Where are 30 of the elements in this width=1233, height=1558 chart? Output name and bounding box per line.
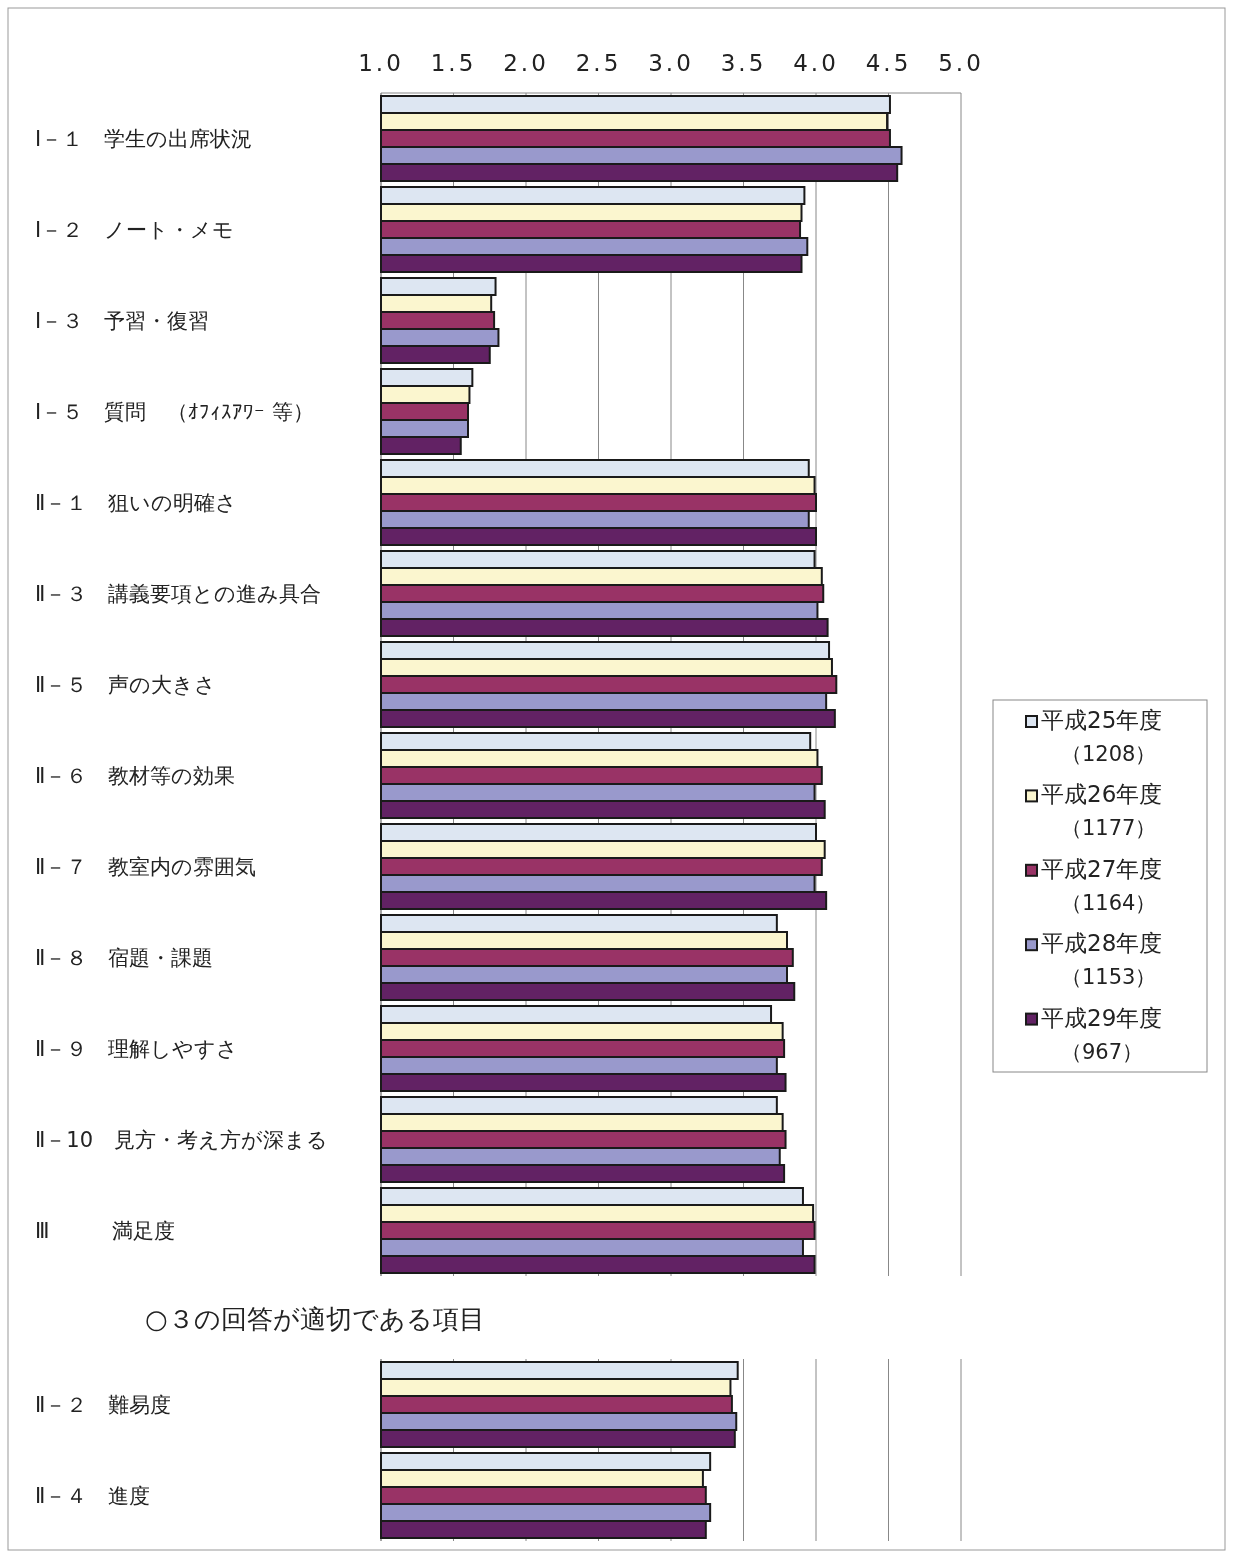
- x-tick-label: 1.0: [358, 50, 404, 76]
- y-tick-label: Ⅱ－９ 理解しやすさ: [35, 1036, 239, 1061]
- y-tick-label: Ⅰ－２ ノート・メモ: [35, 217, 235, 242]
- y-tick-label: Ⅰ－５ 質問 （ｵﾌｨｽｱﾜｰ 等）: [35, 399, 314, 424]
- y-tick-label: Ⅱ－５ 声の大きさ: [35, 672, 217, 697]
- legend-label: 平成25年度（1208）: [1041, 707, 1163, 766]
- y-tick-label: Ⅰ－１ 学生の出席状況: [35, 126, 253, 151]
- x-tick-label: 2.0: [503, 50, 549, 76]
- legend-label: 平成26年度（1177）: [1041, 781, 1163, 841]
- y-tick-label: Ⅱ－６ 教材等の効果: [35, 763, 236, 788]
- y-tick-label: Ⅱ－２ 難易度: [35, 1392, 172, 1417]
- x-tick-label: 2.5: [575, 50, 622, 76]
- y-tick-label: Ⅱ－７ 教室内の雰囲気: [35, 854, 257, 879]
- x-tick-label: 4.0: [793, 50, 839, 76]
- y-tick-label: Ⅱ－３ 講義要項との進み具合: [35, 581, 322, 606]
- legend-label: 平成28年度（1153）: [1041, 930, 1163, 990]
- y-tick-label: Ⅱ－10 見方・考え方が深まる: [35, 1127, 329, 1152]
- x-tick-label: 5.0: [938, 50, 984, 76]
- x-tick-label: 3.5: [720, 50, 767, 76]
- legend-label: 平成27年度（1164）: [1041, 855, 1163, 915]
- x-tick-label: 1.5: [430, 50, 477, 76]
- y-tick-label: Ⅱ－８ 宿題・課題: [35, 945, 214, 970]
- x-tick-label: 4.5: [865, 50, 912, 76]
- y-tick-label: Ⅰ－３ 予習・復習: [35, 308, 210, 333]
- y-tick-label: Ⅱ－１ 狙いの明確さ: [35, 490, 238, 515]
- annotation: ○３の回答が適切である項目: [145, 1303, 485, 1334]
- legend-label: 平成29年度（967）: [1041, 1004, 1163, 1064]
- y-tick-label: Ⅲ 満足度: [35, 1218, 176, 1243]
- x-tick-label: 3.0: [648, 50, 694, 76]
- y-tick-label: Ⅱ－４ 進度: [35, 1483, 151, 1508]
